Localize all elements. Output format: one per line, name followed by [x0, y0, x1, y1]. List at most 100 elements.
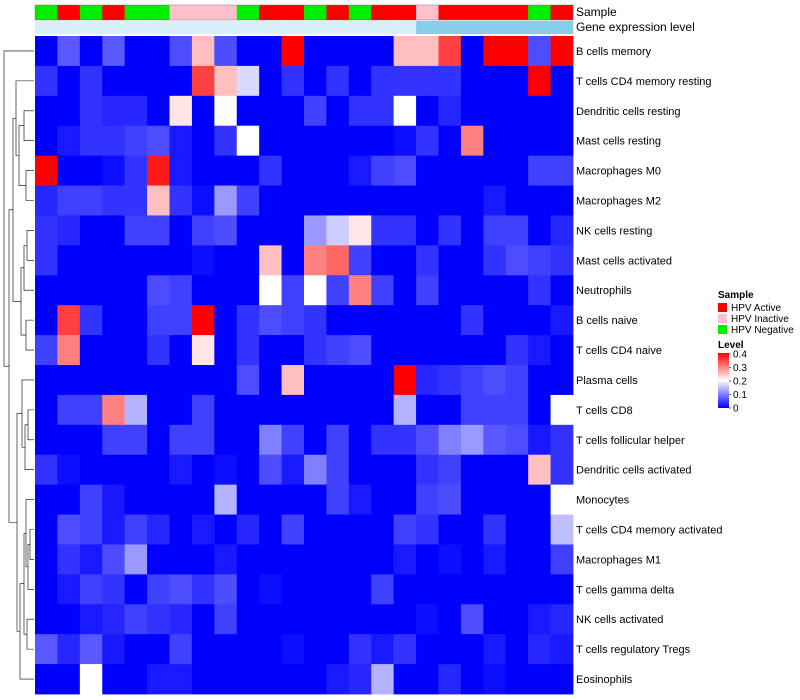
heatmap-cell: [169, 514, 193, 545]
heatmap-cell: [147, 365, 170, 396]
sample-cell: [550, 5, 574, 20]
heatmap-cell: [483, 65, 507, 97]
heatmap-cell: [124, 574, 148, 605]
heatmap-cell: [214, 65, 238, 97]
heatmap-cell: [57, 484, 81, 515]
heatmap-cell: [304, 664, 327, 695]
heatmap-cell: [393, 664, 417, 695]
gene-expression-cell: [102, 21, 125, 34]
heatmap-cell: [57, 664, 81, 695]
sample-cell: [483, 5, 507, 20]
heatmap-cell: [505, 65, 529, 97]
heatmap-cell: [236, 544, 260, 575]
heatmap-cell: [371, 335, 395, 366]
heatmap-cell: [102, 544, 126, 575]
heatmap-cell: [550, 454, 574, 486]
heatmap-cell: [483, 544, 507, 575]
heatmap-cell: [505, 155, 529, 186]
heatmap-cell: [483, 215, 507, 246]
heatmap-cell: [124, 394, 148, 426]
heatmap-cell: [304, 604, 327, 635]
heatmap-cell: [259, 634, 282, 665]
heatmap-cell: [438, 484, 462, 515]
row-label: Macrophages M1: [576, 554, 661, 566]
heatmap-cell: [371, 215, 395, 246]
sample-cell: [124, 5, 148, 20]
row-label: Macrophages M0: [576, 166, 661, 178]
heatmap-cell: [438, 365, 462, 396]
heatmap-cell: [147, 454, 170, 486]
heatmap-cell: [191, 604, 215, 635]
heatmap-cell: [528, 484, 551, 515]
sample-cell: [416, 5, 439, 20]
heatmap-cell: [35, 664, 58, 695]
sample-cell: [326, 5, 350, 20]
heatmap-cell: [304, 65, 327, 97]
heatmap-cell: [505, 634, 529, 665]
gene-expression-cell: [483, 21, 507, 34]
heatmap-cell: [348, 36, 372, 67]
heatmap-cell: [438, 245, 462, 276]
heatmap-cell: [147, 604, 170, 635]
heatmap-cell: [393, 155, 417, 186]
heatmap-cell: [528, 454, 551, 486]
gene-expression-cell: [460, 21, 484, 34]
heatmap-cell: [169, 365, 193, 396]
heatmap-cell: [483, 484, 507, 515]
heatmap-cell: [393, 604, 417, 635]
heatmap-cell: [371, 604, 395, 635]
heatmap-cell: [438, 305, 462, 336]
legend-swatch-hpv-negative: [718, 325, 727, 334]
heatmap-cell: [326, 65, 350, 97]
heatmap-cell: [416, 36, 439, 67]
heatmap-cell: [259, 365, 282, 396]
heatmap-cell: [214, 514, 238, 545]
heatmap-cell: [35, 215, 58, 246]
level-tick-label: 0.4: [733, 350, 747, 361]
legend-label-hpv-negative: HPV Negative: [731, 325, 794, 336]
heatmap-cell: [35, 484, 58, 515]
row-label: Dendritic cells activated: [576, 465, 692, 477]
heatmap-cell: [348, 95, 372, 127]
heatmap-cell: [281, 335, 305, 366]
heatmap-cell: [483, 155, 507, 186]
row-label: T cells CD4 memory resting: [576, 76, 712, 88]
heatmap-cell: [550, 544, 574, 575]
heatmap-cell: [416, 454, 439, 486]
heatmap-cell: [124, 36, 148, 67]
heatmap-cell: [505, 394, 529, 426]
heatmap-cell: [102, 365, 126, 396]
heatmap-cell: [281, 365, 305, 396]
heatmap-cell: [191, 125, 215, 157]
heatmap-cell: [460, 215, 484, 246]
heatmap-cell: [281, 664, 305, 695]
heatmap-cell: [460, 634, 484, 665]
heatmap-cell: [371, 664, 395, 695]
heatmap-cell: [259, 65, 282, 97]
heatmap-cell: [505, 185, 529, 216]
heatmap-cell: [124, 514, 148, 545]
heatmap-cell: [393, 394, 417, 426]
heatmap-cell: [371, 185, 395, 216]
heatmap-cell: [348, 155, 372, 186]
heatmap-cell: [102, 245, 126, 276]
heatmap-cell: [371, 424, 395, 456]
heatmap-cell: [438, 394, 462, 426]
heatmap-cell: [191, 454, 215, 486]
sample-cell: [57, 5, 81, 20]
sample-track-label: Sample: [576, 5, 617, 19]
heatmap-cell: [505, 664, 529, 695]
heatmap-cell: [550, 36, 574, 67]
heatmap-cell: [326, 95, 350, 127]
gene-expression-cell: [550, 21, 574, 34]
heatmap-cell: [550, 95, 574, 127]
dendrogram-branch: [16, 413, 22, 632]
heatmap-cell: [505, 245, 529, 276]
heatmap-cell: [416, 604, 439, 635]
heatmap-cell: [35, 454, 58, 486]
heatmap-cell: [214, 574, 238, 605]
heatmap-cell: [460, 185, 484, 216]
heatmap-cell: [35, 634, 58, 665]
dendrogram-branch: [3, 50, 34, 367]
